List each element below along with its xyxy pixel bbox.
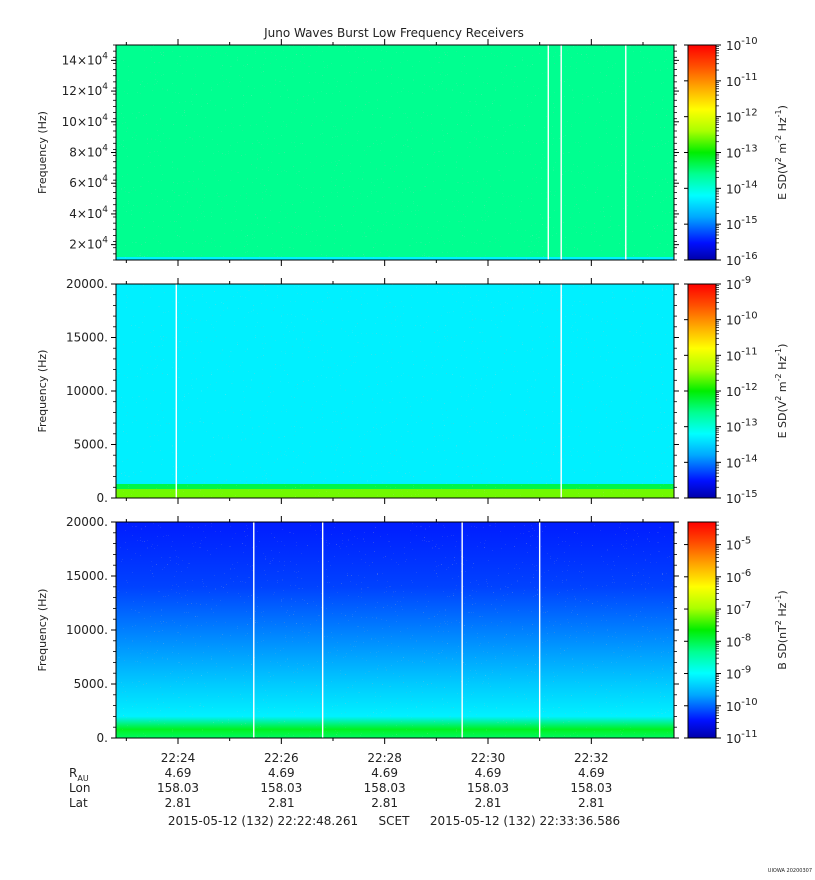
y-tick-label: 10000. bbox=[66, 623, 108, 637]
y-tick-label: 12×104 bbox=[62, 82, 109, 98]
ephemeris-value: 2.81 bbox=[268, 796, 295, 810]
ephemeris-table: RAU 4.69 4.69 4.69 4.69 4.69 Lon 158.03 158.03 15… bbox=[69, 766, 612, 810]
ephemeris-value: 158.03 bbox=[260, 781, 302, 795]
colorbar-tick-label: 10-12 bbox=[726, 382, 758, 399]
y-tick-label: 10000. bbox=[66, 384, 108, 398]
colorbar-tick-label: 10-9 bbox=[726, 275, 751, 292]
spectrogram-noise bbox=[116, 45, 674, 260]
colorbar-tick-label: 10-16 bbox=[726, 251, 758, 268]
colorbar-tick-label: 10-10 bbox=[726, 36, 758, 53]
colorbar-tick-label: 10-10 bbox=[726, 697, 758, 714]
colorbar-tick-label: 10-15 bbox=[726, 489, 758, 506]
ephemeris-row-label: RAU bbox=[69, 766, 89, 783]
colorbar-tick-label: 10-13 bbox=[726, 144, 758, 161]
y-tick-label: 8×104 bbox=[69, 144, 108, 160]
y-axis-label: Frequency (Hz) bbox=[36, 589, 49, 672]
ephemeris-value: 4.69 bbox=[268, 766, 295, 780]
colorbar-tick-label: 10-11 bbox=[726, 346, 758, 363]
range-label: SCET bbox=[379, 814, 411, 828]
figure-title: Juno Waves Burst Low Frequency Receivers bbox=[263, 26, 524, 40]
y-axis-label: Frequency (Hz) bbox=[36, 111, 49, 194]
colorbar-tick-label: 10-10 bbox=[726, 311, 758, 328]
panels: 2×104 4×104 6×104 8×104 10×104 12×104 14×104 Fr… bbox=[36, 36, 789, 746]
ephemeris-value: 158.03 bbox=[364, 781, 406, 795]
colorbar bbox=[687, 521, 717, 739]
y-tick-label: 4×104 bbox=[69, 205, 108, 221]
colorbar-tick-label: 10-9 bbox=[726, 665, 751, 682]
colorbar-tick-label: 10-14 bbox=[726, 179, 758, 196]
ephemeris-value: 158.03 bbox=[157, 781, 199, 795]
colorbar-tick-label: 10-13 bbox=[726, 418, 758, 435]
y-tick-label: 2×104 bbox=[69, 236, 108, 252]
spectrogram-noise bbox=[116, 284, 674, 498]
colorbar bbox=[687, 283, 717, 499]
colorbar-label: E SD(V2 m-2 Hz-1) bbox=[774, 344, 789, 439]
y-tick-label: 10×104 bbox=[62, 113, 109, 129]
colorbar-tick-label: 10-6 bbox=[726, 568, 751, 585]
y-tick-label: 15000. bbox=[66, 331, 108, 345]
y-tick-label: 15000. bbox=[66, 569, 108, 583]
y-tick-label: 20000. bbox=[66, 515, 108, 529]
colorbar-tick-label: 10-15 bbox=[726, 215, 758, 232]
x-tick-label: 22:28 bbox=[367, 751, 402, 765]
x-tick-label: 22:24 bbox=[161, 751, 196, 765]
colorbar-tick-label: 10-8 bbox=[726, 632, 751, 649]
spectrogram-noise bbox=[116, 522, 674, 738]
colorbar-tick-label: 10-12 bbox=[726, 108, 758, 125]
colorbar-tick-label: 10-11 bbox=[726, 72, 758, 89]
x-tick-label: 22:32 bbox=[574, 751, 609, 765]
y-tick-label: 20000. bbox=[66, 277, 108, 291]
y-tick-label: 5000. bbox=[74, 438, 108, 452]
y-tick-label: 14×104 bbox=[62, 51, 109, 67]
panel-top: 2×104 4×104 6×104 8×104 10×104 12×104 14×104 Fr… bbox=[36, 36, 789, 268]
ephemeris-value: 2.81 bbox=[475, 796, 502, 810]
y-tick-label: 0. bbox=[97, 731, 108, 745]
colorbar-label: B SD(nT2 Hz-1) bbox=[774, 590, 789, 669]
ephemeris-value: 2.81 bbox=[165, 796, 192, 810]
colorbar bbox=[687, 44, 717, 261]
y-tick-label: 5000. bbox=[74, 677, 108, 691]
range-start: 2015-05-12 (132) 22:22:48.261 bbox=[168, 814, 358, 828]
x-tick-label: 22:26 bbox=[264, 751, 299, 765]
ephemeris-row-label: Lon bbox=[69, 781, 90, 795]
ephemeris-value: 158.03 bbox=[570, 781, 612, 795]
colorbar-label: E SD(V2 m-2 Hz-1) bbox=[774, 105, 789, 200]
ephemeris-value: 158.03 bbox=[467, 781, 509, 795]
colorbar-tick-label: 10-11 bbox=[726, 729, 758, 746]
x-tick-label: 22:30 bbox=[471, 751, 506, 765]
panel-bottom: 0. 5000. 10000. 15000. 20000. Frequency (Hz) 1… bbox=[36, 515, 789, 746]
ephemeris-row-label: Lat bbox=[69, 796, 88, 810]
ephemeris-value: 2.81 bbox=[578, 796, 605, 810]
colorbar-tick-label: 10-5 bbox=[726, 536, 751, 553]
range-end: 2015-05-12 (132) 22:33:36.586 bbox=[430, 814, 620, 828]
colorbar-tick-label: 10-14 bbox=[726, 453, 758, 470]
ephemeris-value: 4.69 bbox=[165, 766, 192, 780]
time-range: 2015-05-12 (132) 22:22:48.261 SCET 2015-… bbox=[168, 814, 620, 828]
y-tick-label: 6×104 bbox=[69, 174, 108, 190]
y-tick-label: 0. bbox=[97, 491, 108, 505]
panel-middle: 0. 5000. 10000. 15000. 20000. Frequency (Hz) 1… bbox=[36, 275, 789, 506]
colorbar-tick-label: 10-7 bbox=[726, 600, 751, 617]
ephemeris-value: 2.81 bbox=[371, 796, 398, 810]
time-axis: 22:24 22:26 22:28 22:30 22:32 bbox=[161, 751, 609, 765]
y-axis-label: Frequency (Hz) bbox=[36, 350, 49, 433]
ephemeris-value: 4.69 bbox=[578, 766, 605, 780]
ephemeris-value: 4.69 bbox=[371, 766, 398, 780]
ephemeris-value: 4.69 bbox=[475, 766, 502, 780]
watermark: UIOWA 20200307 bbox=[768, 868, 812, 874]
